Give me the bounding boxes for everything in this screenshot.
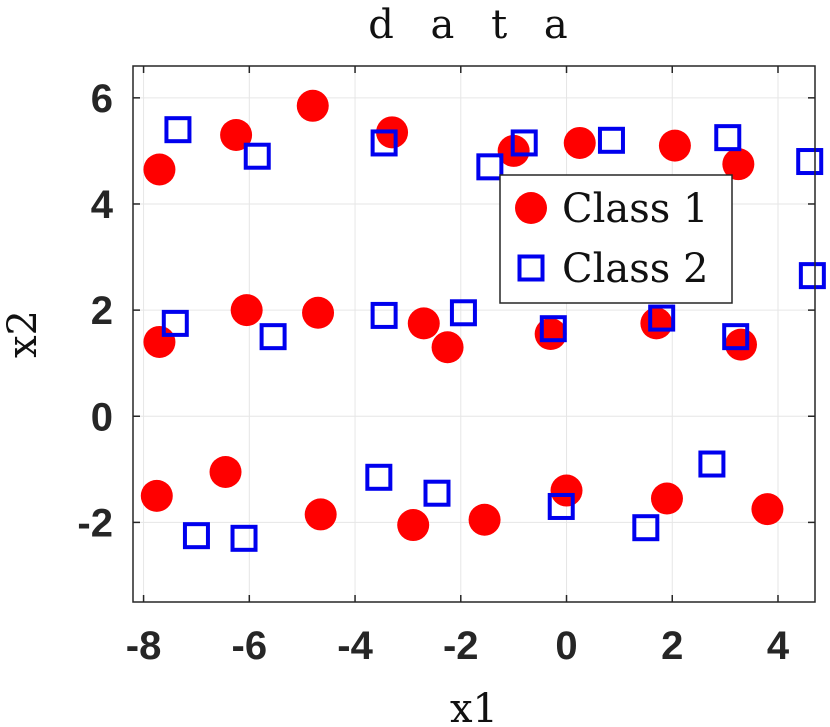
class-1-point	[143, 153, 176, 186]
class-2-point	[161, 309, 189, 337]
class-2-point	[547, 492, 575, 520]
class-1-point	[230, 294, 263, 327]
class-2-point	[597, 126, 625, 154]
class-1-point	[407, 307, 440, 340]
x-tick-label: 4	[767, 624, 790, 668]
class-1-point	[550, 474, 583, 507]
x-tick-label: -4	[337, 624, 373, 668]
class-1-point	[397, 509, 430, 542]
class-2-point	[230, 524, 258, 552]
x-tick-label: -2	[443, 624, 479, 668]
class-2-point	[164, 116, 192, 144]
class-1-point	[431, 331, 464, 364]
y-tick-label: 0	[91, 395, 113, 439]
x-tick-label: -6	[232, 624, 268, 668]
legend-marker-class-2	[517, 254, 545, 282]
class-1-point	[302, 296, 335, 329]
y-tick-label: 2	[91, 289, 113, 333]
class-1-point	[722, 148, 755, 181]
class-2-point	[698, 450, 726, 478]
legend-label-class-1: Class 1	[562, 186, 708, 232]
x-tick-label: 2	[661, 624, 683, 668]
class-1-point	[658, 129, 691, 162]
class-2-point	[510, 129, 538, 157]
x-tick-label: 0	[555, 624, 577, 668]
class-2-point	[182, 522, 210, 550]
class-1-point	[304, 498, 337, 531]
y-tick-label: 4	[91, 183, 114, 227]
class-1-point	[650, 482, 683, 515]
class-1-point	[640, 307, 673, 340]
class-2-point	[796, 148, 824, 176]
class-2-point	[648, 304, 676, 332]
legend: Class 1 Class 2	[499, 174, 733, 304]
class-2-point	[370, 301, 398, 329]
class-2-point	[476, 153, 504, 181]
class-1-point	[209, 455, 242, 488]
class-1-point	[534, 318, 567, 350]
points-layer	[140, 89, 826, 552]
class-1-point	[140, 479, 173, 512]
y-tick-label: -2	[77, 501, 113, 545]
class-1-point	[724, 328, 757, 361]
x-axis-label: x1	[450, 686, 498, 727]
legend-label-class-2: Class 2	[562, 246, 708, 292]
class-2-point	[259, 323, 287, 351]
class-1-point	[143, 325, 176, 358]
class-2-point	[798, 262, 826, 290]
axes-frame	[132, 65, 816, 603]
y-axis-label: x2	[0, 310, 46, 358]
class-2-point	[423, 479, 451, 507]
legend-marker-class-1	[515, 192, 547, 224]
class-1-point	[468, 503, 501, 536]
class-2-point	[243, 142, 271, 170]
y-tick-label: 6	[91, 77, 113, 121]
class-2-point	[714, 124, 742, 152]
class-1-point	[296, 89, 329, 122]
class-1-point	[751, 493, 784, 526]
class-2-point	[539, 315, 567, 343]
ticks-layer: -8 -6 -4 -2 0 2 4 -2 0 2 4 6	[77, 66, 815, 668]
class-2-point	[365, 463, 393, 491]
class-2-point	[449, 299, 477, 327]
class-2-point	[632, 514, 660, 542]
x-tick-label: -8	[126, 624, 162, 668]
class-1-point	[563, 126, 596, 159]
class-2-point	[722, 323, 750, 351]
class-2-point	[370, 129, 398, 157]
chart-title: d a t a	[368, 2, 580, 48]
